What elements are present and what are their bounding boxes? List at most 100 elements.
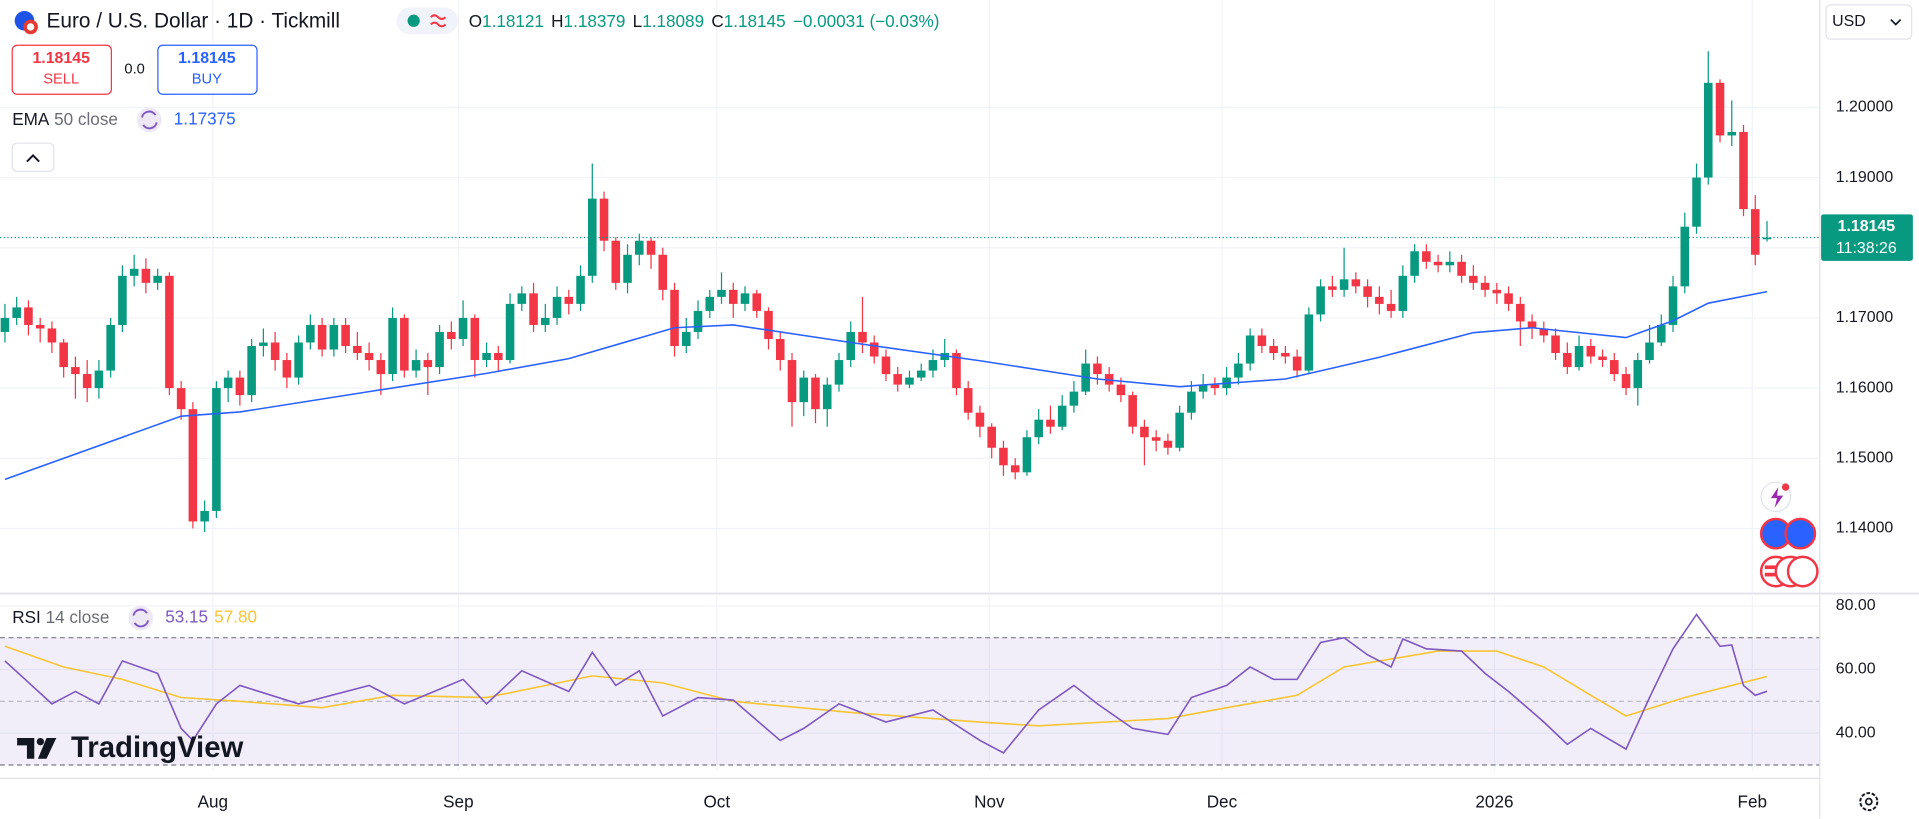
candle-body [1281,353,1290,357]
candle-body [353,346,362,354]
candle-body [435,331,444,368]
candle-body [1116,384,1126,396]
candle-body [1163,440,1173,448]
candle-body [129,268,139,276]
candle-body [999,447,1008,466]
candle-body [975,412,985,427]
candle-body [1046,419,1055,427]
candle-body [952,353,961,389]
candle-body [1680,226,1690,287]
candle-body [176,388,186,410]
candle-body [916,370,926,378]
candle-body [1175,412,1184,448]
candle-body [1703,82,1713,178]
candle-body [905,377,914,385]
x-tick-label: Feb [1738,791,1768,811]
candle-body [0,317,10,332]
candle-body [1610,360,1619,375]
price-tag-value: 1.18145 [1838,218,1896,235]
candle-body [1210,384,1220,389]
currency-select[interactable]: USD [1825,4,1913,40]
series-line [4,613,1768,754]
candle-body [294,342,303,378]
sell-button[interactable]: 1.18145 SELL [11,44,112,95]
candle-body [1198,384,1208,392]
candle-body [1269,346,1278,354]
rsi-icon[interactable] [128,605,153,631]
ohlc-label: L [633,11,643,31]
candle-body [1762,237,1772,240]
candle-body [1480,282,1490,290]
ohlc-value: 1.18121 [482,11,544,31]
y-tick-label: 40.00 [1836,724,1876,741]
collapse-button[interactable] [11,142,55,172]
candle-body [341,324,350,347]
candle-body [376,360,386,375]
candle-body [1527,321,1537,329]
candle-body [1433,261,1443,266]
price-tag-box [1821,214,1913,261]
candle-body [564,296,574,304]
candle-body [881,356,891,375]
series-line [4,645,1768,727]
ema-params: 50 close [54,108,118,128]
candle-body [329,324,339,350]
sell-price: 1.18145 [32,50,90,67]
candle-body [787,360,797,403]
candle-body [1445,261,1455,266]
candle-body [270,342,280,361]
candle-body [1656,324,1666,343]
candle-body [259,342,268,347]
candle-body [1645,342,1654,361]
candle-body [717,289,726,297]
buy-price: 1.18145 [178,50,236,67]
settings-button[interactable] [1859,792,1879,812]
candle-body [681,331,691,347]
candle-body [963,388,973,413]
ema-icon[interactable] [137,107,162,133]
candle-body [764,310,773,339]
candle-body [1057,405,1067,427]
symbol-title[interactable]: Euro / U.S. Dollar · 1D · Tickmill [47,10,341,33]
candle-body [1128,395,1137,427]
logo-text: TradingView [71,731,244,764]
y-tick-label: 1.15000 [1836,449,1894,466]
candle-body [24,307,33,325]
price-tag: 1.18145 11:38:26 [1821,214,1913,261]
event-icons[interactable] [1759,481,1819,588]
candle-body [141,268,151,283]
buy-button[interactable]: 1.18145 BUY [157,44,258,95]
candle-body [1363,286,1372,297]
logo: TradingView [17,731,244,764]
candle-body [576,275,585,304]
candle-body [928,360,938,371]
ema-legend[interactable]: EMA 50 close [12,108,118,128]
candle-body [118,275,127,325]
candle-body [388,317,397,375]
candle-body [1386,303,1396,311]
candle-body [1469,275,1478,283]
candle-body [623,254,632,283]
candle-body [1304,314,1314,371]
candle-body [1069,391,1079,406]
buy-label: BUY [192,71,222,87]
candle-body [1245,335,1255,364]
candle-body [611,240,621,283]
candle-body [1633,360,1643,389]
candle-body [987,426,996,448]
candle-body [752,293,762,311]
candle-body [775,338,785,361]
candle-body [1022,437,1032,473]
candle-body [1187,391,1196,413]
candle-body [1727,131,1737,136]
candle-body [858,331,867,343]
y-tick-label: 1.20000 [1836,99,1894,116]
rsi-legend[interactable]: RSI 14 close [12,607,109,627]
candle-body [364,353,374,361]
candle-body [59,342,68,368]
currency: USD [1832,13,1866,30]
candle-body [47,328,57,343]
candle-body [517,293,527,304]
